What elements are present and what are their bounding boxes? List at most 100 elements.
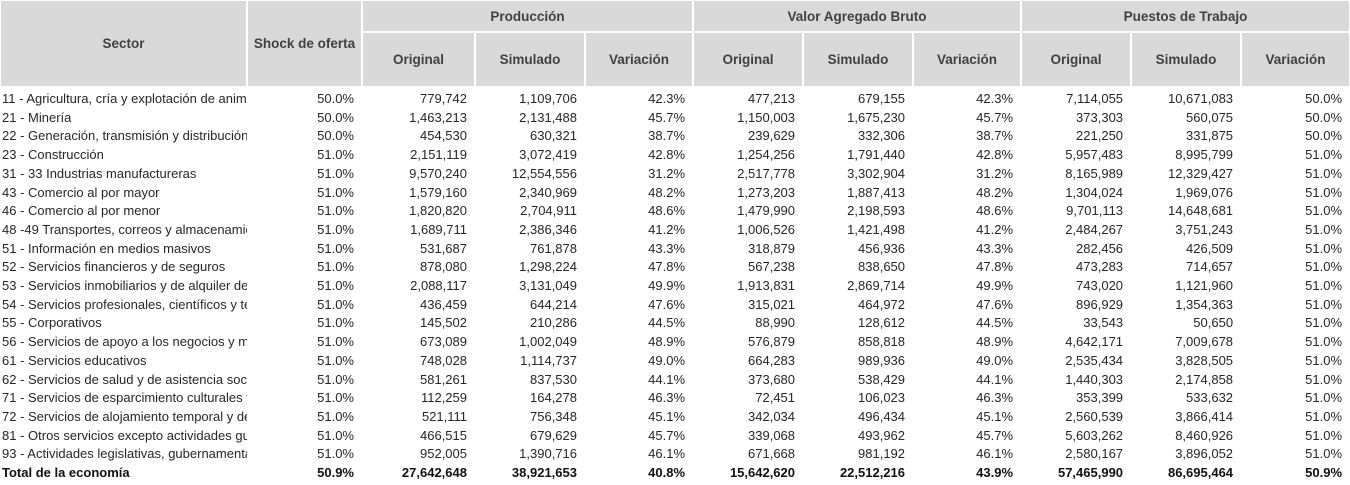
- trabajo-original-cell: 2,535,434: [1065, 352, 1124, 368]
- subheader-trabajo-simulado: Simulado: [1131, 32, 1242, 87]
- vab-simulado-cell: 989,936: [858, 352, 906, 368]
- produccion-simulado-cell: 2,386,346: [519, 221, 577, 237]
- produccion-variacion-cell: 44.5%: [648, 315, 686, 331]
- trabajo-simulado-cell: 560,075: [1186, 109, 1234, 125]
- table-row: 61 - Servicios educativos 51.0% 748,028 …: [0, 352, 1350, 371]
- produccion-variacion-cell: 44.1%: [648, 371, 686, 387]
- table-row: 56 - Servicios de apoyo a los negocios y…: [0, 333, 1350, 352]
- vab-original-cell: 671,668: [748, 446, 796, 462]
- table-row: 52 - Servicios financieros y de seguros …: [0, 258, 1350, 277]
- shock-de-oferta-cell: 51.0%: [317, 446, 354, 462]
- produccion-simulado-cell: 2,704,911: [520, 203, 577, 219]
- produccion-variacion-cell: 48.6%: [648, 203, 686, 219]
- table-header: Sector Shock de oferta Producción Valor …: [0, 0, 1350, 87]
- vab-simulado-cell: 3,302,904: [847, 165, 906, 181]
- produccion-variacion-cell: 46.1%: [648, 446, 686, 462]
- shock-de-oferta-cell: 50.0%: [317, 91, 354, 106]
- vab-original-cell: 1,913,831: [737, 278, 796, 294]
- trabajo-original-cell: 2,580,167: [1065, 446, 1124, 462]
- produccion-simulado-cell: 644,214: [530, 296, 577, 312]
- produccion-simulado-cell: 3,072,419: [519, 147, 577, 163]
- shock-de-oferta-cell: 51.0%: [317, 221, 354, 237]
- produccion-simulado-cell: 1,298,224: [519, 259, 577, 275]
- shock-de-oferta-cell: 51.0%: [317, 165, 354, 181]
- vab-variacion-cell: 48.9%: [976, 334, 1014, 350]
- produccion-original-cell: 581,261: [420, 371, 467, 387]
- trabajo-simulado-cell: 8,460,926: [1175, 427, 1234, 443]
- vab-simulado-cell: 2,198,593: [847, 203, 906, 219]
- shock-de-oferta-cell: 51.0%: [317, 259, 354, 275]
- trabajo-original-cell: 7,114,055: [1066, 91, 1124, 106]
- trabajo-variacion-cell: 51.0%: [1305, 427, 1343, 443]
- vab-original-cell: 664,283: [748, 352, 796, 368]
- trabajo-simulado-cell: 86,695,464: [1167, 465, 1234, 481]
- sector-cell: 54 - Servicios profesionales, científico…: [2, 296, 247, 312]
- vab-original-cell: 15,642,620: [729, 465, 796, 481]
- shock-de-oferta-cell: 50.0%: [317, 128, 354, 144]
- vab-variacion-cell: 47.6%: [976, 296, 1014, 312]
- produccion-variacion-cell: 43.3%: [648, 240, 686, 256]
- produccion-variacion-cell: 40.8%: [648, 465, 686, 481]
- vab-original-cell: 239,629: [748, 128, 796, 144]
- vab-original-cell: 2,517,778: [737, 165, 796, 181]
- vab-original-cell: 315,021: [748, 296, 796, 312]
- shock-de-oferta-cell: 50.9%: [317, 465, 354, 481]
- produccion-simulado-cell: 761,878: [530, 240, 577, 256]
- trabajo-variacion-cell: 51.0%: [1305, 390, 1343, 406]
- table-row: 21 - Minería 50.0% 1,463,213 2,131,488 4…: [0, 109, 1350, 128]
- vab-simulado-cell: 464,972: [858, 296, 906, 312]
- shock-de-oferta-cell: 51.0%: [317, 390, 354, 406]
- vab-variacion-cell: 38.7%: [976, 128, 1014, 144]
- vab-variacion-cell: 44.5%: [976, 315, 1014, 331]
- sector-cell: 46 - Comercio al por menor: [2, 203, 161, 219]
- trabajo-original-cell: 5,957,483: [1065, 147, 1124, 163]
- sector-cell: 21 - Minería: [2, 109, 72, 125]
- vab-variacion-cell: 46.1%: [976, 446, 1014, 462]
- vab-simulado-cell: 493,962: [858, 427, 906, 443]
- trabajo-variacion-cell: 51.0%: [1305, 259, 1343, 275]
- produccion-original-cell: 2,151,119: [410, 147, 467, 163]
- trabajo-original-cell: 2,560,539: [1065, 408, 1124, 424]
- vab-simulado-cell: 456,936: [858, 240, 906, 256]
- trabajo-variacion-cell: 51.0%: [1305, 221, 1343, 237]
- trabajo-original-cell: 57,465,990: [1057, 465, 1124, 481]
- sector-cell: 55 - Corporativos: [2, 315, 102, 331]
- sector-cell: 71 - Servicios de esparcimiento cultural…: [2, 390, 247, 406]
- produccion-simulado-cell: 12,554,556: [511, 165, 577, 181]
- shock-de-oferta-cell: 51.0%: [317, 278, 354, 294]
- sector-cell: 81 - Otros servicios excepto actividades…: [2, 427, 247, 443]
- produccion-variacion-cell: 47.6%: [648, 296, 686, 312]
- subheader-produccion-variacion: Variación: [585, 32, 694, 87]
- trabajo-original-cell: 1,440,303: [1065, 371, 1124, 387]
- produccion-variacion-cell: 48.9%: [648, 334, 686, 350]
- subheader-trabajo-original: Original: [1021, 32, 1132, 87]
- vab-simulado-cell: 1,887,413: [847, 184, 906, 200]
- vab-original-cell: 1,006,526: [737, 221, 796, 237]
- vab-variacion-cell: 43.3%: [976, 240, 1014, 256]
- subheader-trabajo-variacion: Variación: [1241, 32, 1350, 87]
- sector-cell: 31 - 33 Industrias manufactureras: [2, 165, 197, 181]
- produccion-variacion-cell: 45.1%: [648, 408, 686, 424]
- trabajo-simulado-cell: 10,671,083: [1167, 91, 1234, 106]
- table-row: 51 - Información en medios masivos 51.0%…: [0, 240, 1350, 259]
- sector-cell: Total de la economía: [2, 465, 130, 481]
- sector-cell: 56 - Servicios de apoyo a los negocios y…: [2, 334, 247, 350]
- shock-de-oferta-cell: 50.0%: [317, 109, 354, 125]
- shock-de-oferta-cell: 51.0%: [317, 203, 354, 219]
- vab-variacion-cell: 49.9%: [976, 278, 1014, 294]
- vab-simulado-cell: 128,612: [858, 315, 906, 331]
- vab-simulado-cell: 981,192: [858, 446, 906, 462]
- vab-simulado-cell: 496,434: [858, 408, 906, 424]
- produccion-original-cell: 673,089: [420, 334, 467, 350]
- vab-simulado-cell: 838,650: [858, 259, 906, 275]
- trabajo-simulado-cell: 8,995,799: [1175, 147, 1234, 163]
- produccion-simulado-cell: 756,348: [530, 408, 577, 424]
- trabajo-variacion-cell: 51.0%: [1305, 408, 1343, 424]
- trabajo-variacion-cell: 50.0%: [1305, 128, 1343, 144]
- vab-original-cell: 576,879: [748, 334, 796, 350]
- trabajo-simulado-cell: 7,009,678: [1175, 334, 1234, 350]
- trabajo-simulado-cell: 1,121,960: [1175, 278, 1234, 294]
- trabajo-variacion-cell: 51.0%: [1305, 296, 1343, 312]
- trabajo-original-cell: 282,456: [1076, 240, 1124, 256]
- trabajo-variacion-cell: 51.0%: [1305, 203, 1343, 219]
